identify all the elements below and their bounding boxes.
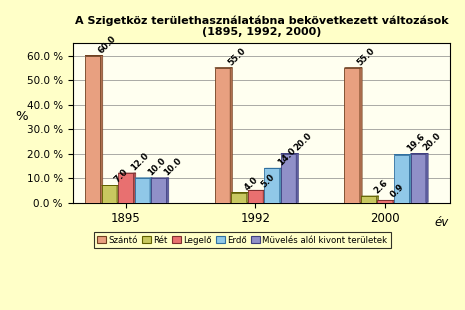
Bar — [264, 168, 279, 202]
Text: 10.0: 10.0 — [146, 156, 167, 177]
Text: 19.6: 19.6 — [405, 132, 427, 154]
Text: 60.0: 60.0 — [96, 33, 118, 55]
Polygon shape — [360, 68, 362, 202]
Text: 2.6: 2.6 — [372, 178, 390, 195]
Polygon shape — [376, 196, 379, 202]
Text: 0.9: 0.9 — [389, 182, 406, 200]
Bar — [378, 200, 393, 202]
Legend: Szántó, Rét, Legelő, Erdő, Müvelés alól kivont területek: Szántó, Rét, Legelő, Erdő, Müvelés alól … — [94, 232, 391, 248]
Bar — [118, 173, 133, 202]
Bar — [248, 190, 263, 202]
Text: 7.0: 7.0 — [113, 167, 130, 185]
Polygon shape — [246, 193, 249, 202]
Text: 14.0: 14.0 — [276, 146, 297, 167]
Polygon shape — [150, 178, 153, 202]
Text: 20.0: 20.0 — [292, 131, 313, 153]
Bar — [151, 178, 166, 202]
Title: A Szigetköz területhasználatábna bekövetkezett változások
(1895, 1992, 2000): A Szigetköz területhasználatábna bekövet… — [74, 15, 448, 37]
Polygon shape — [296, 153, 299, 202]
Text: 20.0: 20.0 — [422, 131, 443, 153]
Polygon shape — [100, 55, 103, 202]
Text: 5.0: 5.0 — [259, 172, 276, 189]
Polygon shape — [263, 190, 266, 202]
Polygon shape — [166, 178, 169, 202]
Text: 4.0: 4.0 — [243, 175, 260, 192]
Polygon shape — [393, 200, 395, 202]
Text: 55.0: 55.0 — [356, 46, 377, 67]
Bar — [361, 196, 376, 202]
Text: 55.0: 55.0 — [226, 46, 247, 67]
Polygon shape — [409, 154, 412, 202]
Bar — [134, 178, 150, 202]
Bar — [215, 68, 230, 202]
Bar — [281, 153, 296, 202]
Polygon shape — [133, 173, 136, 202]
Bar — [345, 68, 360, 202]
Text: 10.0: 10.0 — [162, 156, 184, 177]
Polygon shape — [117, 185, 120, 202]
Bar — [101, 185, 117, 202]
Polygon shape — [279, 168, 282, 202]
Polygon shape — [230, 68, 232, 202]
Polygon shape — [426, 153, 428, 202]
Text: év: év — [435, 216, 449, 229]
Bar — [85, 56, 100, 202]
Y-axis label: %: % — [15, 110, 27, 123]
Bar — [411, 153, 426, 202]
Bar — [231, 193, 246, 202]
Bar — [394, 155, 409, 202]
Text: 12.0: 12.0 — [129, 151, 151, 172]
